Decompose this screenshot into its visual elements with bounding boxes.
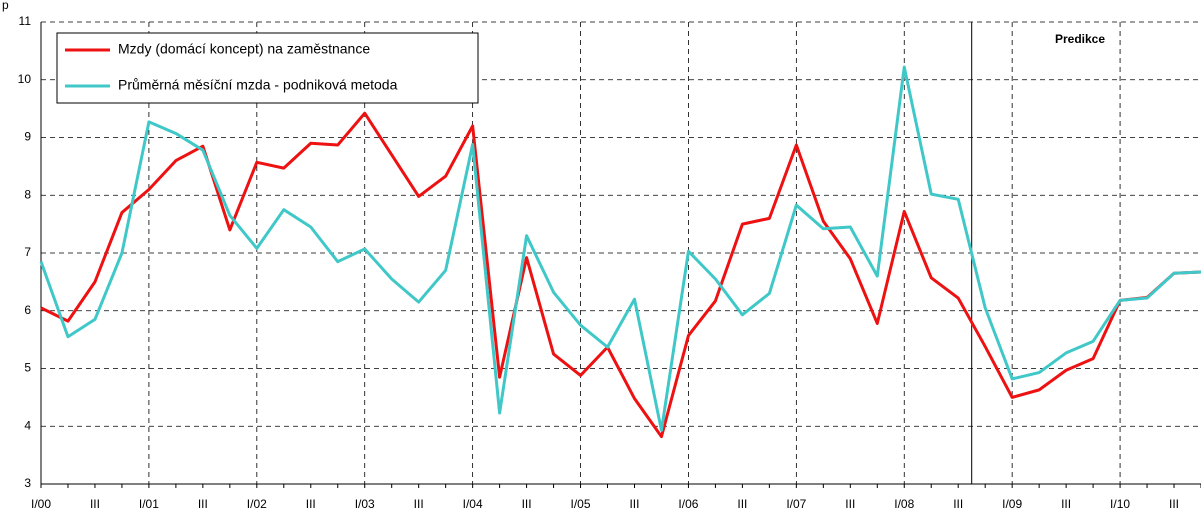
x-tick-label: I/07 bbox=[786, 497, 806, 511]
x-tick-label: III bbox=[737, 497, 747, 511]
y-tick-label: 5 bbox=[24, 361, 31, 375]
y-tick-label: 8 bbox=[24, 187, 31, 201]
x-tick-label: I/05 bbox=[571, 497, 591, 511]
y-tick-label: 10 bbox=[18, 72, 32, 86]
x-tick-label: I/04 bbox=[463, 497, 483, 511]
legend-box bbox=[56, 32, 479, 104]
x-tick-label: I/08 bbox=[894, 497, 914, 511]
x-tick-label: III bbox=[1061, 497, 1071, 511]
y-tick-label: 4 bbox=[24, 418, 31, 432]
legend-label: Mzdy (domácí koncept) na zaměstnance bbox=[118, 41, 370, 57]
x-tick-label: I/00 bbox=[31, 497, 51, 511]
legend-label: Průměrná měsíční mzda - podniková metoda bbox=[118, 77, 398, 93]
x-tick-label: III bbox=[90, 497, 100, 511]
x-tick-label: III bbox=[198, 497, 208, 511]
y-tick-label: 9 bbox=[24, 130, 31, 144]
series-line bbox=[40, 111, 1201, 439]
x-tick-label: III bbox=[629, 497, 639, 511]
x-tick-label: I/10 bbox=[1110, 497, 1130, 511]
x-tick-label: I/09 bbox=[1002, 497, 1022, 511]
series-line bbox=[39, 65, 1201, 432]
annotation: Predikce bbox=[1055, 32, 1105, 46]
x-tick-label: III bbox=[1169, 497, 1179, 511]
x-tick-label: I/06 bbox=[678, 497, 698, 511]
y-tick-label: 11 bbox=[19, 14, 32, 28]
y-tick-label: 6 bbox=[24, 303, 31, 317]
y-tick-label: 7 bbox=[24, 245, 31, 259]
x-tick-label: III bbox=[414, 497, 424, 511]
x-tick-label: III bbox=[845, 497, 855, 511]
x-tick-label: III bbox=[306, 497, 316, 511]
x-tick-label: I/03 bbox=[355, 497, 375, 511]
x-tick-label: I/01 bbox=[139, 497, 159, 511]
x-tick-label: III bbox=[522, 497, 532, 511]
x-tick-label: I/02 bbox=[247, 497, 267, 511]
y-axis-label: p bbox=[2, 0, 9, 12]
y-tick-label: 3 bbox=[24, 476, 31, 490]
x-tick-label: III bbox=[953, 497, 963, 511]
